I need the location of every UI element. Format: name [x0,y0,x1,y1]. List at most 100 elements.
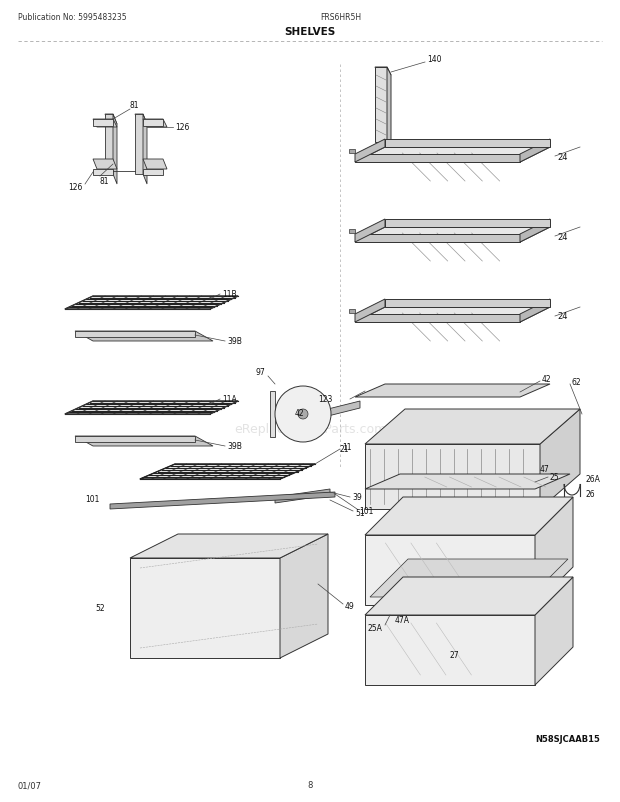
Text: 51: 51 [355,508,365,518]
Text: 11: 11 [342,443,352,452]
Polygon shape [355,300,385,322]
Polygon shape [75,331,213,342]
Text: 140: 140 [427,55,441,64]
Polygon shape [355,235,520,243]
Text: 24: 24 [557,152,567,161]
Text: 39B: 39B [227,337,242,346]
Text: 47: 47 [540,465,550,474]
Polygon shape [520,220,550,243]
Text: 24: 24 [557,312,567,321]
Polygon shape [65,402,238,415]
Text: 11B: 11B [222,290,237,299]
Text: 26A: 26A [585,475,600,484]
Polygon shape [375,68,391,76]
Polygon shape [135,115,147,125]
Polygon shape [140,464,315,480]
Polygon shape [540,410,580,509]
Text: SHELVES: SHELVES [285,27,335,37]
Polygon shape [355,148,550,163]
Polygon shape [535,497,573,606]
Polygon shape [113,115,117,184]
Text: 101: 101 [86,495,100,504]
Polygon shape [365,410,580,444]
Circle shape [298,410,308,419]
Polygon shape [105,115,113,175]
Circle shape [275,387,331,443]
Polygon shape [93,119,113,127]
Text: 25A: 25A [367,624,382,633]
Polygon shape [365,577,573,615]
Polygon shape [65,297,238,310]
Polygon shape [75,331,195,338]
Text: N58SJCAAB15: N58SJCAAB15 [535,735,600,743]
Text: 81: 81 [130,100,140,109]
Text: 26: 26 [586,490,596,499]
Text: 49: 49 [345,602,355,611]
Text: 39B: 39B [227,442,242,451]
Text: 01/07: 01/07 [18,780,42,789]
Text: 42: 42 [295,409,304,418]
Text: 25: 25 [550,473,560,482]
Polygon shape [355,314,520,322]
Polygon shape [365,535,535,606]
Polygon shape [275,489,330,504]
Text: 81: 81 [99,177,108,186]
Text: 123: 123 [318,395,332,404]
Polygon shape [143,119,167,128]
Text: 11A: 11A [222,395,237,404]
Text: 101: 101 [359,507,373,516]
Polygon shape [75,436,213,447]
Polygon shape [143,160,167,170]
Text: FRS6HR5H: FRS6HR5H [320,14,361,22]
Bar [349,229,355,233]
Polygon shape [143,115,147,184]
Polygon shape [355,155,520,163]
Polygon shape [130,558,280,658]
Polygon shape [93,119,117,128]
Polygon shape [365,475,570,489]
Polygon shape [110,492,335,509]
Polygon shape [93,170,113,176]
Polygon shape [143,170,163,176]
Polygon shape [320,402,360,419]
Polygon shape [520,300,550,322]
Polygon shape [535,577,573,685]
Text: 62: 62 [572,378,582,387]
Text: 27: 27 [450,650,459,660]
Polygon shape [385,140,550,148]
Text: 39: 39 [352,493,361,502]
Text: Publication No: 5995483235: Publication No: 5995483235 [18,14,126,22]
Polygon shape [75,436,195,443]
Text: 24: 24 [557,233,567,241]
Polygon shape [375,68,387,143]
Polygon shape [355,220,385,243]
Polygon shape [135,115,143,175]
Text: 47A: 47A [395,616,410,625]
Polygon shape [365,444,540,509]
Text: 126: 126 [175,124,189,132]
Text: 97: 97 [255,368,265,377]
Text: eReplacementParts.com: eReplacementParts.com [234,423,386,436]
Polygon shape [370,559,568,597]
Polygon shape [385,300,550,308]
Text: 126: 126 [69,184,83,192]
Polygon shape [385,220,550,228]
Polygon shape [130,534,328,558]
Polygon shape [105,115,117,125]
Polygon shape [365,615,535,685]
Bar [349,310,355,314]
Polygon shape [355,228,550,243]
Polygon shape [355,384,550,398]
Polygon shape [270,391,275,437]
Polygon shape [355,140,385,163]
Text: 8: 8 [308,780,312,789]
Polygon shape [387,68,391,151]
Polygon shape [280,534,328,658]
Text: 42: 42 [542,375,552,384]
Polygon shape [143,119,163,127]
Text: 21: 21 [340,445,350,454]
Polygon shape [93,160,117,170]
Text: 52: 52 [95,604,105,613]
Bar [349,150,355,154]
Polygon shape [520,140,550,163]
